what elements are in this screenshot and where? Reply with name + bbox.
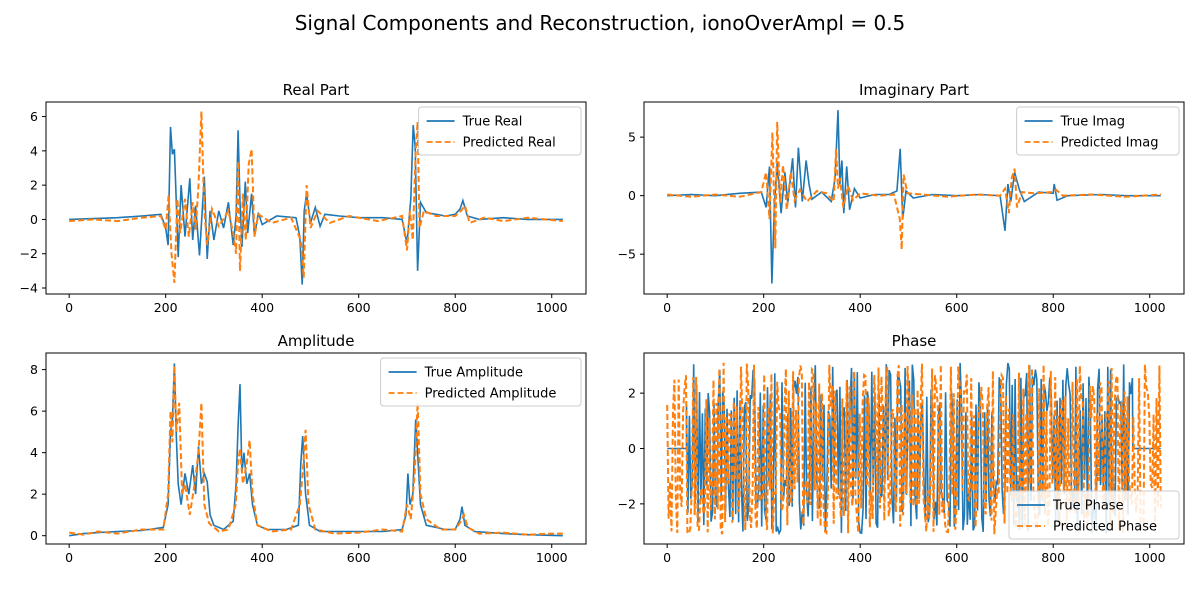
- x-tick-label: 600: [347, 300, 371, 315]
- x-tick-label: 600: [347, 550, 371, 565]
- series-line-true: [667, 362, 1161, 536]
- y-tick-label: 6: [30, 109, 38, 124]
- x-tick-label: 0: [65, 550, 73, 565]
- x-tick-label: 600: [945, 300, 969, 315]
- subplot-2: Imaginary Part 0 200 400 600 800 1000 −5 0 5 True …: [618, 81, 1185, 315]
- axes-frame: [45, 352, 587, 545]
- y-tick-label: 2: [628, 386, 636, 401]
- y-tick-label: −4: [20, 281, 38, 296]
- x-tick-label: 400: [250, 550, 274, 565]
- legend-entry: Predicted Phase: [1053, 520, 1157, 535]
- subplot-title: Phase: [892, 332, 937, 350]
- x-tick-label: 200: [752, 300, 776, 315]
- legend: True Real Predicted Real: [418, 106, 582, 156]
- series-line-predicted: [69, 365, 563, 536]
- y-tick-label: 4: [30, 445, 38, 460]
- x-tick-label: 1000: [536, 300, 568, 315]
- subplot-title: Amplitude: [278, 332, 355, 350]
- subplot-1: Real Part 0 200 400 600 800 1000 −4 −2 0 2 4 6 True R…: [20, 81, 587, 315]
- legend: True Phase Predicted Phase: [1008, 490, 1180, 540]
- y-tick-label: −2: [618, 496, 636, 511]
- legend: True Imag Predicted Imag: [1016, 106, 1180, 156]
- y-tick-label: 8: [30, 362, 38, 377]
- legend-entry: True Real: [462, 115, 523, 130]
- x-tick-label: 1000: [1134, 300, 1166, 315]
- legend-entry: True Phase: [1052, 499, 1124, 514]
- x-tick-label: 0: [663, 550, 671, 565]
- x-tick-label: 1000: [536, 550, 568, 565]
- y-tick-label: 2: [30, 178, 38, 193]
- series-line-predicted: [666, 362, 1162, 536]
- x-tick-label: 200: [154, 300, 178, 315]
- x-tick-label: 200: [154, 550, 178, 565]
- x-tick-label: 400: [848, 300, 872, 315]
- y-tick-label: 0: [628, 441, 636, 456]
- legend-box: [418, 106, 582, 156]
- x-tick-label: 800: [1041, 550, 1065, 565]
- subplot-3: Amplitude 0 200 400 600 800 1000 0 2 4 6 8 True Ampl…: [30, 332, 587, 565]
- legend-entry: Predicted Amplitude: [425, 387, 557, 402]
- x-tick-label: 200: [752, 550, 776, 565]
- subplot-title: Imaginary Part: [859, 81, 969, 99]
- x-tick-label: 400: [848, 550, 872, 565]
- legend: True Amplitude Predicted Amplitude: [380, 357, 582, 407]
- y-tick-label: −5: [618, 247, 636, 262]
- x-tick-label: 800: [443, 550, 467, 565]
- figure-suptitle: Signal Components and Reconstruction, io…: [295, 11, 906, 35]
- series-line-predicted: [667, 121, 1161, 250]
- axes-frame: [45, 101, 587, 295]
- y-tick-label: 5: [628, 130, 636, 145]
- x-tick-label: 1000: [1134, 550, 1166, 565]
- y-tick-label: 0: [628, 188, 636, 203]
- legend-box: [380, 357, 582, 407]
- legend-entry: True Imag: [1060, 115, 1125, 130]
- y-tick-label: −2: [20, 246, 38, 261]
- legend-box: [1016, 106, 1180, 156]
- subplot-4: Phase 0 200 400 600 800 1000 −2 0 2 True Phase Pred…: [618, 332, 1185, 565]
- subplot-title: Real Part: [283, 81, 350, 99]
- legend-entry: Predicted Imag: [1061, 136, 1159, 151]
- legend-entry: True Amplitude: [424, 366, 523, 381]
- x-tick-label: 800: [443, 300, 467, 315]
- x-tick-label: 400: [250, 300, 274, 315]
- y-tick-label: 4: [30, 143, 38, 158]
- axes-frame: [643, 101, 1185, 295]
- legend-box: [1008, 490, 1180, 540]
- y-tick-label: 6: [30, 404, 38, 419]
- x-tick-label: 0: [663, 300, 671, 315]
- y-tick-label: 0: [30, 212, 38, 227]
- y-tick-label: 2: [30, 487, 38, 502]
- series-line-predicted: [69, 111, 563, 283]
- x-tick-label: 800: [1041, 300, 1065, 315]
- y-tick-label: 0: [30, 528, 38, 543]
- legend-entry: Predicted Real: [463, 136, 556, 151]
- x-tick-label: 600: [945, 550, 969, 565]
- x-tick-label: 0: [65, 300, 73, 315]
